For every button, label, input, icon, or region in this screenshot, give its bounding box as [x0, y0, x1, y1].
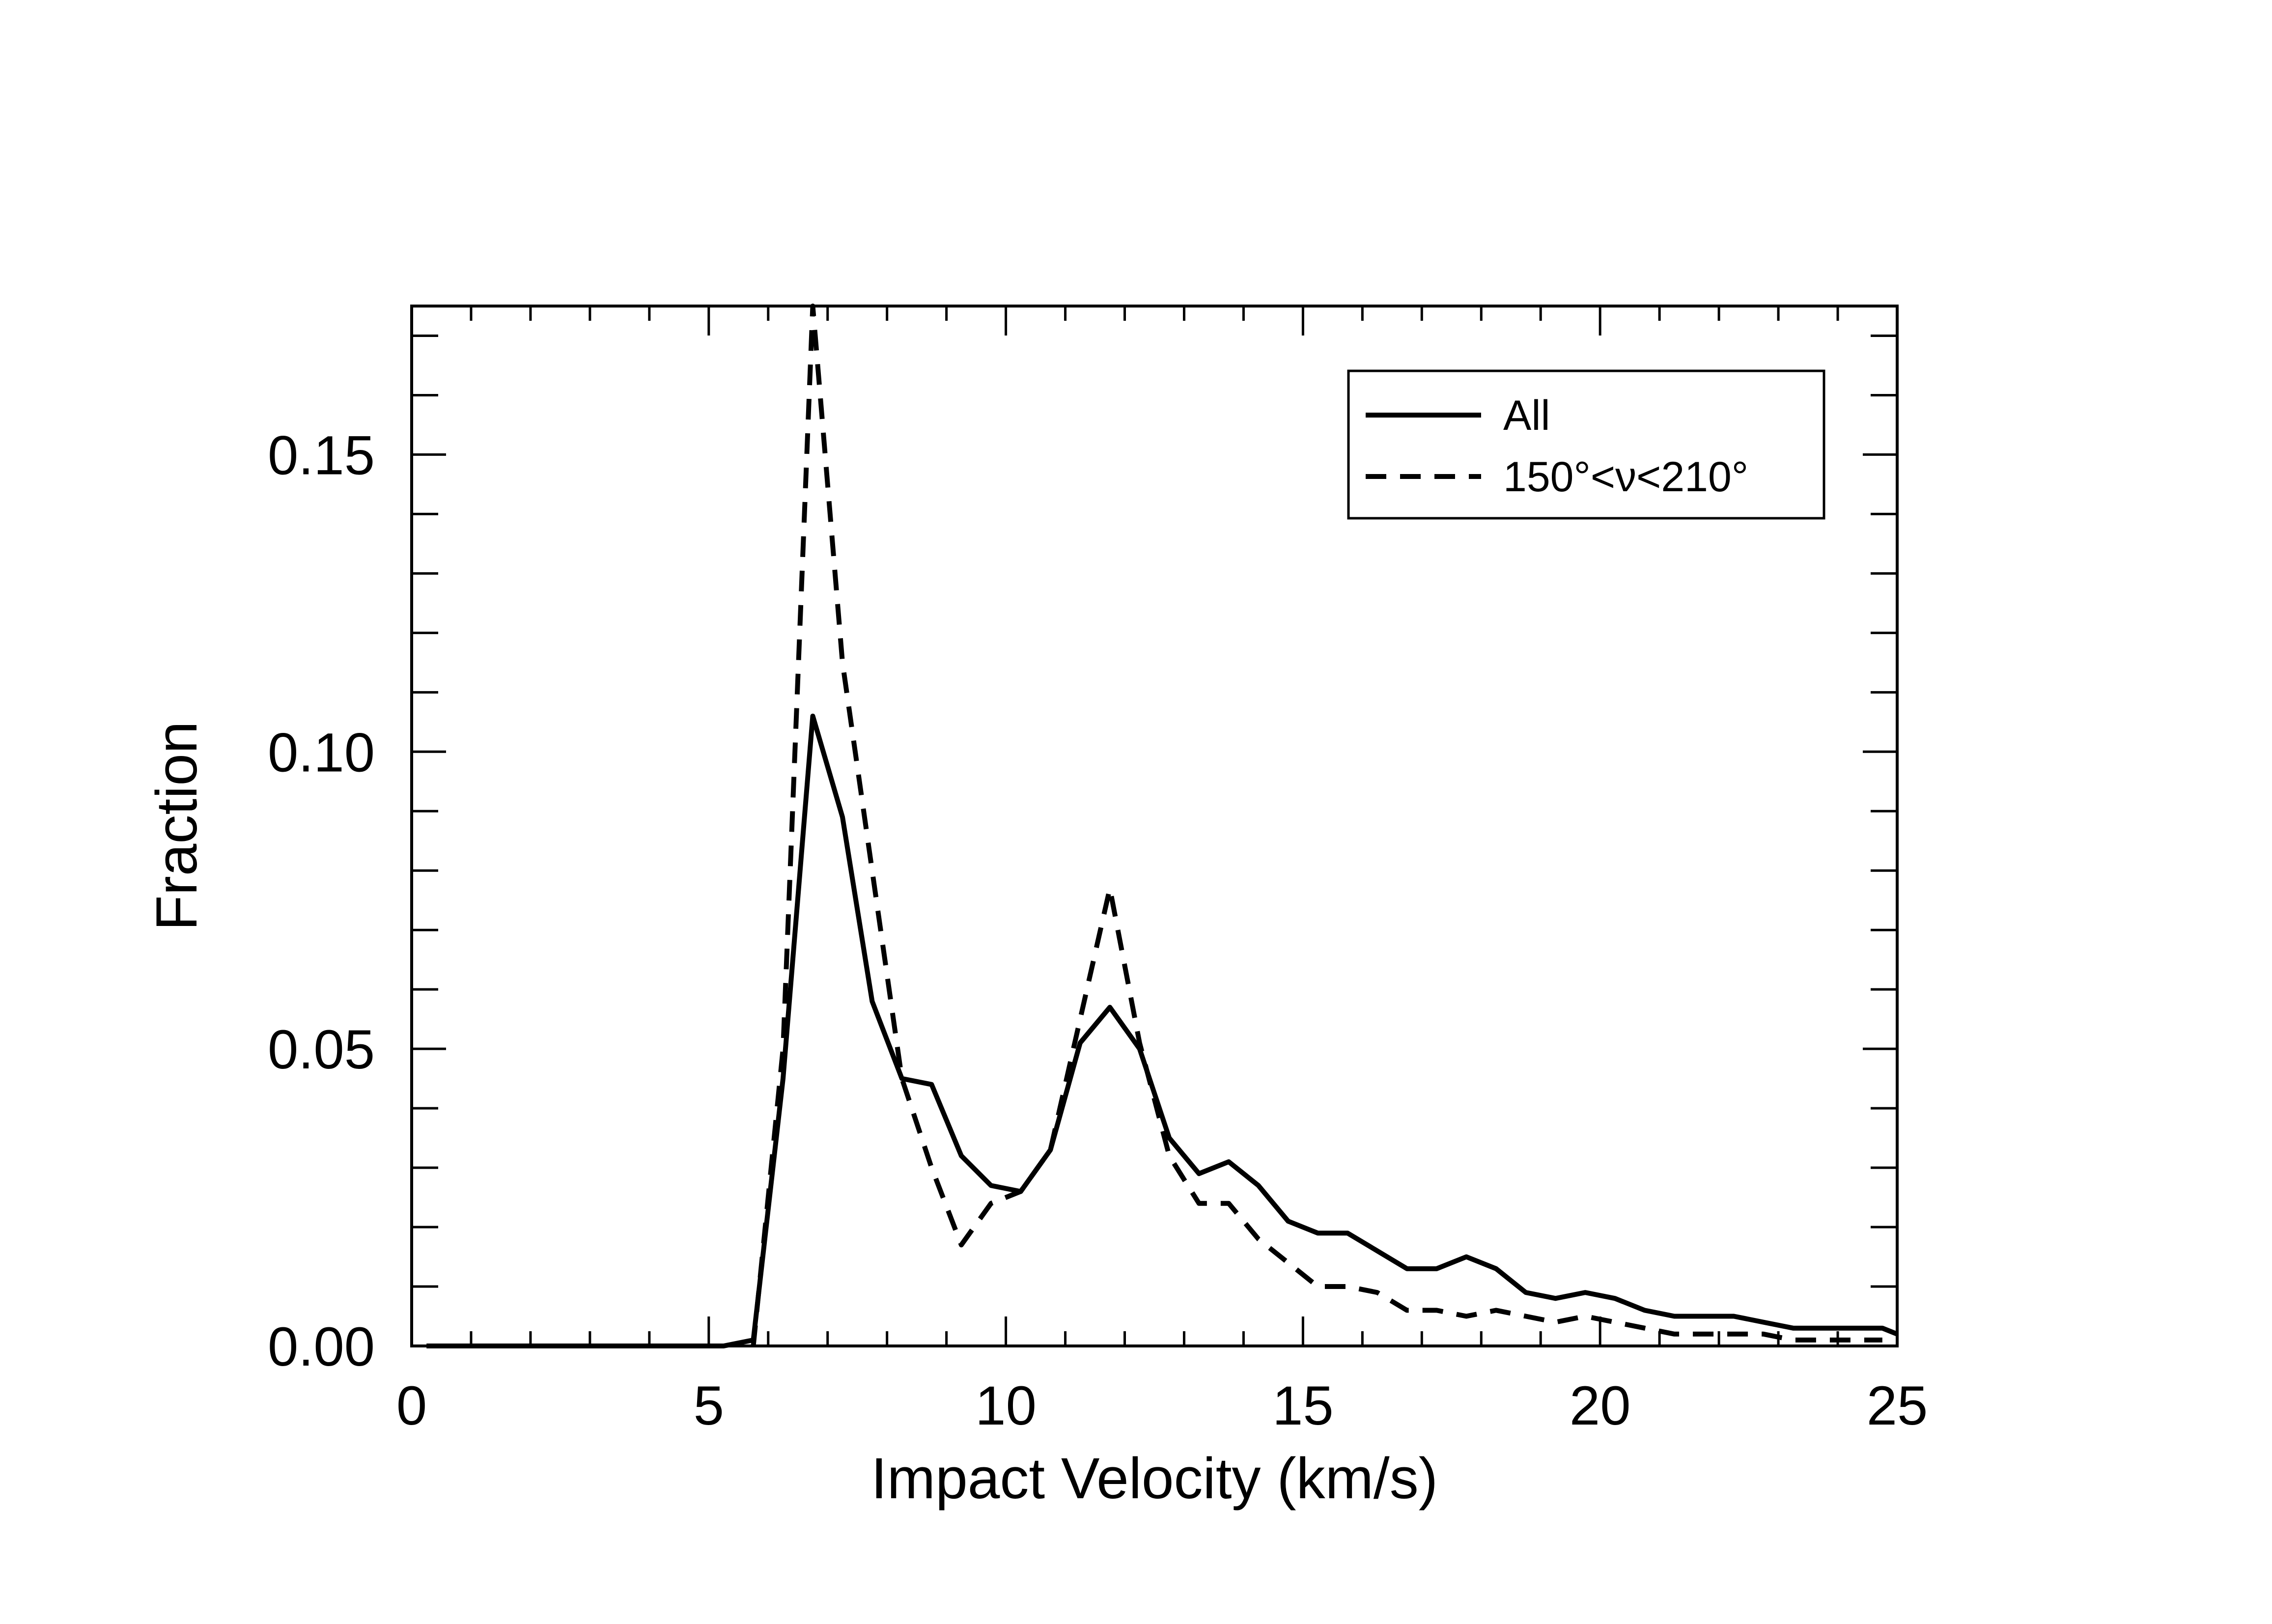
series-line-1 — [751, 304, 1882, 1346]
y-tick-label: 0.00 — [268, 1316, 375, 1377]
x-tick-label: 20 — [1570, 1375, 1631, 1436]
x-tick-label: 5 — [694, 1375, 724, 1436]
legend: All 150°<ν<210° — [1347, 369, 1825, 520]
legend-box — [1347, 369, 1825, 520]
y-tick-label: 0.15 — [268, 424, 375, 486]
y-tick-label: 0.10 — [268, 722, 375, 783]
x-axis-title: Impact Velocity (km/s) — [871, 1446, 1438, 1511]
x-tick-label: 0 — [396, 1375, 427, 1436]
legend-label-true-anomaly-range: 150°<ν<210° — [1503, 453, 1748, 501]
x-tick-label: 10 — [975, 1375, 1037, 1436]
tick-labels: 0 5 10 15 20 25 0.00 0.05 0.10 0.15 — [268, 424, 1928, 1436]
plot-frame — [410, 305, 1899, 1347]
axis-ticks — [410, 306, 1899, 1347]
y-tick-label: 0.05 — [268, 1019, 375, 1080]
series-line-0 — [426, 713, 1898, 1348]
x-tick-label: 15 — [1272, 1375, 1334, 1436]
legend-label-all: All — [1503, 392, 1550, 439]
x-tick-label: 25 — [1867, 1375, 1928, 1436]
y-axis-title: Fraction — [144, 721, 209, 930]
